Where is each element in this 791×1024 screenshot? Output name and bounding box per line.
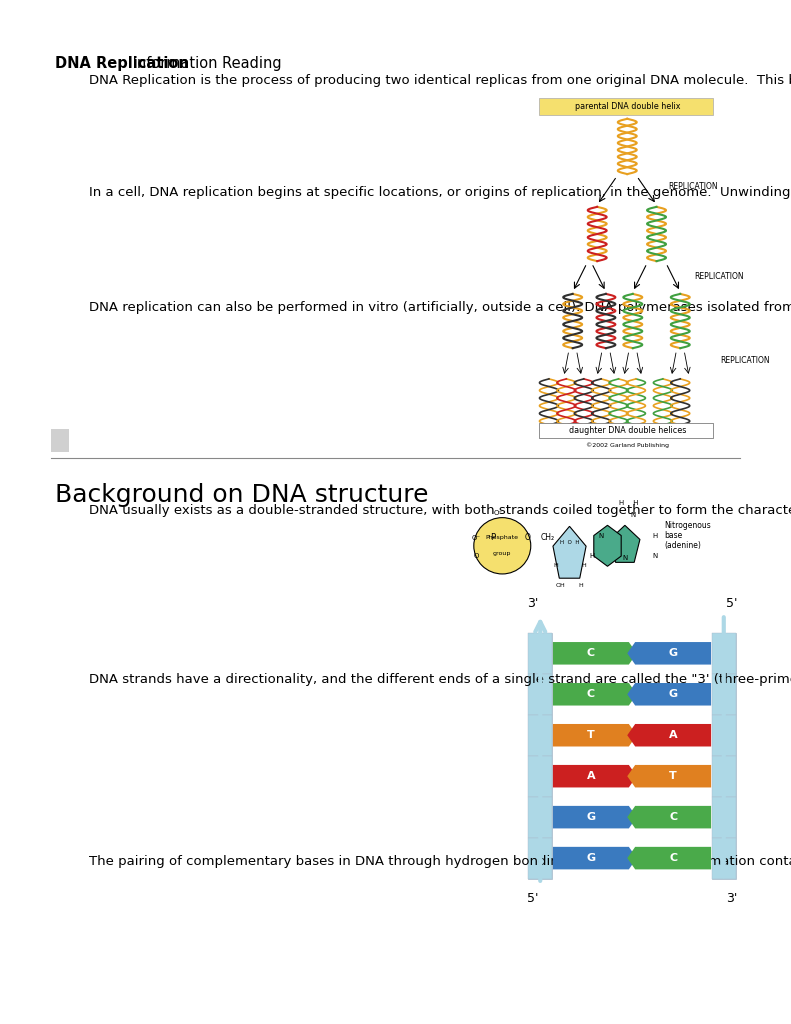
Bar (712, 633, 736, 879)
Text: 3': 3' (726, 892, 737, 905)
Polygon shape (594, 525, 621, 566)
Bar (528, 715, 736, 756)
Text: N: N (630, 512, 635, 518)
Polygon shape (553, 847, 637, 869)
Text: DNA replication can also be performed in vitro (artificially, outside a cell). D: DNA replication can also be performed in… (55, 301, 791, 314)
Polygon shape (553, 806, 637, 828)
Text: A: A (587, 771, 595, 781)
Bar (539, 423, 713, 438)
Text: N: N (623, 555, 627, 561)
Text: Nitrogenous
base
(adenine): Nitrogenous base (adenine) (664, 520, 711, 551)
Bar (528, 674, 552, 715)
Text: H  O  H: H O H (560, 541, 579, 545)
Bar (712, 797, 736, 838)
Polygon shape (553, 526, 586, 579)
Text: H: H (581, 563, 586, 567)
Text: 3': 3' (527, 597, 538, 610)
Text: T: T (587, 730, 595, 740)
Bar (528, 633, 552, 879)
Text: C: C (587, 689, 595, 699)
Bar (528, 756, 736, 797)
Text: Information Reading: Information Reading (128, 56, 282, 72)
Polygon shape (627, 806, 711, 828)
Bar (528, 797, 552, 838)
Text: Background on DNA structure: Background on DNA structure (55, 483, 429, 507)
Bar (712, 756, 736, 797)
Text: 5': 5' (726, 597, 737, 610)
Text: parental DNA double helix: parental DNA double helix (574, 102, 680, 111)
Polygon shape (627, 724, 711, 746)
Text: C: C (669, 812, 677, 822)
Bar (539, 98, 713, 115)
Text: In a cell, DNA replication begins at specific locations, or origins of replicati: In a cell, DNA replication begins at spe… (55, 186, 791, 200)
Text: H    H: H H (619, 500, 638, 506)
Polygon shape (553, 642, 637, 665)
Text: G: G (586, 853, 596, 863)
Ellipse shape (474, 517, 531, 573)
Bar (528, 838, 736, 879)
Polygon shape (627, 642, 711, 665)
Bar (51, 429, 69, 452)
Bar (528, 756, 552, 797)
Text: C: C (669, 853, 677, 863)
Text: H: H (578, 584, 583, 588)
Text: G: G (668, 648, 678, 658)
Text: H: H (589, 553, 594, 559)
Polygon shape (553, 724, 637, 746)
Bar (712, 674, 736, 715)
Text: N: N (599, 532, 604, 539)
Bar (528, 715, 552, 756)
Bar (712, 838, 736, 879)
Text: T: T (669, 771, 677, 781)
Text: G: G (586, 812, 596, 822)
Text: Phosphate: Phosphate (486, 536, 519, 540)
Text: DNA usually exists as a double-stranded structure, with both strands coiled toge: DNA usually exists as a double-stranded … (55, 504, 791, 517)
Text: OH: OH (555, 584, 565, 588)
Text: DNA strands have a directionality, and the different ends of a single strand are: DNA strands have a directionality, and t… (55, 673, 791, 686)
Polygon shape (627, 765, 711, 787)
Text: O: O (474, 553, 479, 559)
Text: DNA Replication: DNA Replication (55, 56, 189, 72)
Polygon shape (553, 765, 637, 787)
Text: ©2002 Garland Publishing: ©2002 Garland Publishing (586, 442, 668, 449)
Text: C: C (587, 648, 595, 658)
Text: O: O (524, 534, 531, 542)
Bar (528, 838, 552, 879)
Bar (528, 633, 736, 674)
Text: H: H (553, 563, 558, 567)
Text: CH₂: CH₂ (541, 534, 555, 542)
Text: REPLICATION: REPLICATION (694, 272, 744, 281)
Bar (528, 633, 552, 674)
Text: The pairing of complementary bases in DNA through hydrogen bonding means that th: The pairing of complementary bases in DN… (55, 855, 791, 868)
Text: O⁻: O⁻ (494, 510, 503, 516)
Text: G: G (668, 689, 678, 699)
Polygon shape (627, 683, 711, 706)
Text: O⁻: O⁻ (471, 535, 481, 541)
Text: H: H (653, 532, 657, 539)
Polygon shape (627, 847, 711, 869)
Text: REPLICATION: REPLICATION (720, 356, 770, 365)
Text: group: group (493, 552, 512, 556)
Polygon shape (553, 683, 637, 706)
Polygon shape (610, 525, 640, 562)
Bar (528, 674, 736, 715)
Text: N: N (653, 553, 657, 559)
Text: daughter DNA double helices: daughter DNA double helices (569, 426, 686, 435)
Text: 5': 5' (527, 892, 538, 905)
Bar (528, 797, 736, 838)
Text: DNA Replication is the process of producing two identical replicas from one orig: DNA Replication is the process of produc… (55, 74, 791, 87)
Bar (539, 423, 713, 438)
Text: P: P (490, 534, 495, 542)
Bar (712, 633, 736, 674)
Bar (712, 715, 736, 756)
Text: A: A (669, 730, 677, 740)
Text: REPLICATION: REPLICATION (668, 182, 718, 190)
